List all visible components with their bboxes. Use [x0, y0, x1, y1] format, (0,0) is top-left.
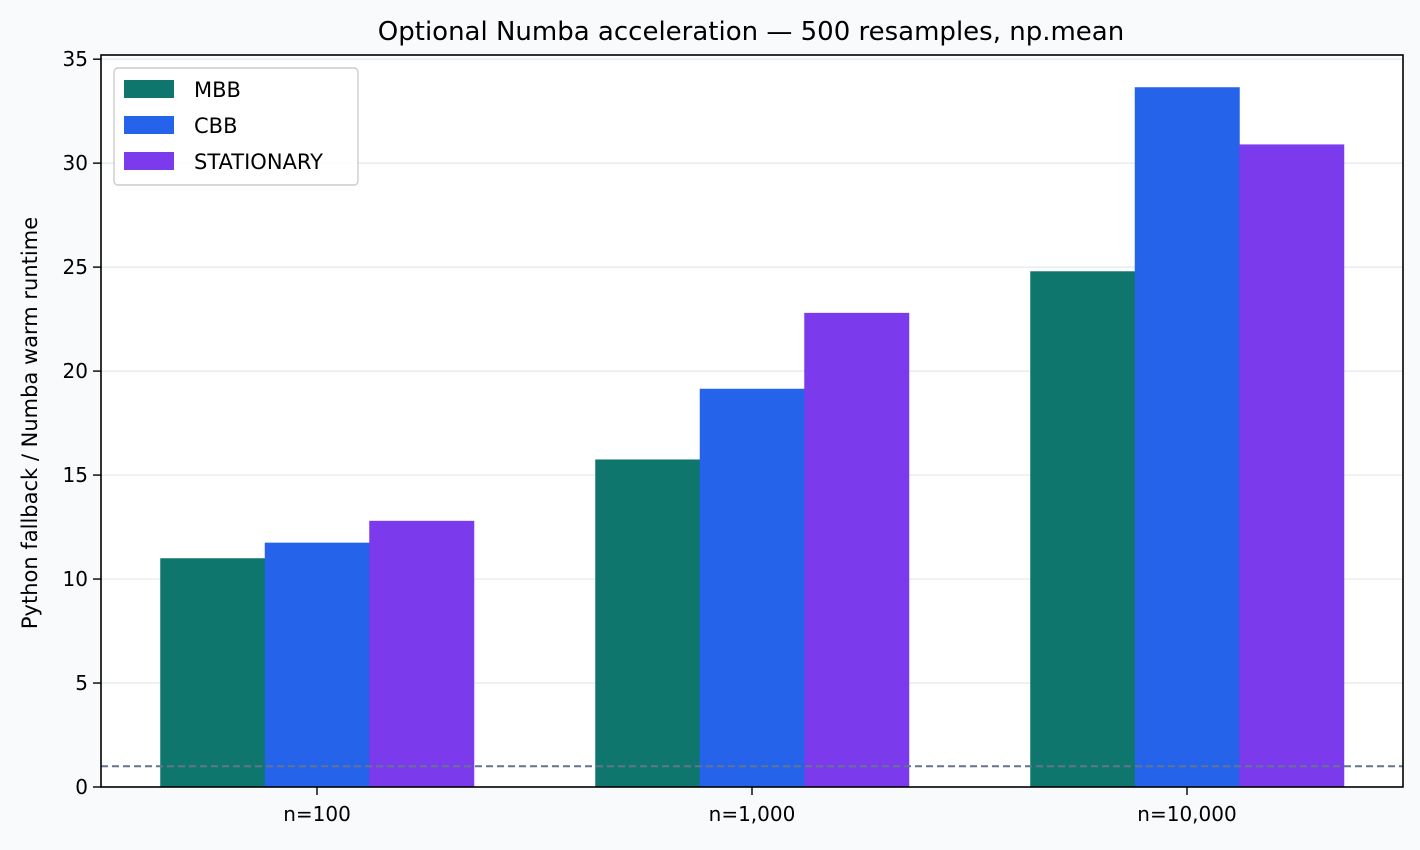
legend-label-stationary: STATIONARY: [194, 150, 323, 174]
bar-cbb-2: [1134, 87, 1240, 787]
x-axis-ticks: n=100 n=1,000 n=10,000: [283, 787, 1237, 826]
y-tick-label: 10: [63, 567, 88, 591]
x-tick-label: n=100: [283, 802, 351, 826]
y-tick-label: 30: [63, 151, 88, 175]
y-axis-ticks: 0 5 10 15 20 25 30 35: [63, 47, 101, 799]
bar-cbb-1: [699, 388, 805, 787]
legend-box: [113, 67, 359, 186]
x-tick-label: n=1,000: [709, 802, 796, 826]
chart-title: Optional Numba acceleration — 500 resamp…: [378, 17, 1124, 47]
bars: [160, 87, 1345, 788]
legend-swatch-mbb: [124, 80, 174, 98]
bar-cbb-0: [264, 542, 370, 787]
y-tick-label: 15: [63, 463, 88, 487]
bar-stationary-0: [369, 520, 475, 787]
y-tick-label: 0: [75, 775, 88, 799]
bar-mbb-1: [595, 459, 701, 787]
legend-swatch-cbb: [124, 116, 174, 134]
legend-label-cbb: CBB: [194, 114, 237, 138]
y-tick-label: 5: [75, 671, 88, 695]
y-axis-label: Python fallback / Numba warm runtime: [18, 217, 42, 629]
bar-stationary-2: [1239, 144, 1345, 787]
bar-mbb-2: [1030, 271, 1136, 788]
legend: MBB CBB STATIONARY: [113, 67, 359, 186]
bar-stationary-1: [804, 312, 910, 787]
y-tick-label: 35: [63, 47, 88, 71]
legend-swatch-stationary: [124, 152, 174, 170]
bar-mbb-0: [160, 558, 266, 787]
y-tick-label: 25: [63, 255, 88, 279]
legend-label-mbb: MBB: [194, 78, 241, 102]
x-tick-label: n=10,000: [1137, 802, 1236, 826]
y-tick-label: 20: [63, 359, 88, 383]
